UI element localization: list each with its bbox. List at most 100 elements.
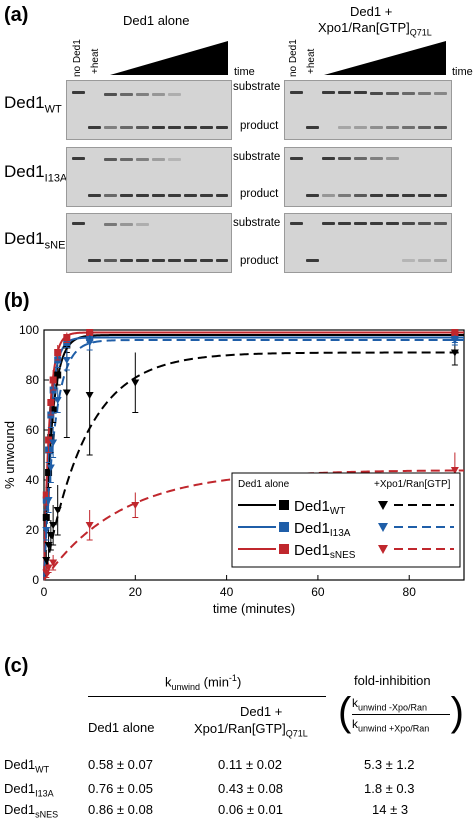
- product-label-wt: product: [240, 120, 279, 132]
- point-wt_alone: [54, 371, 62, 379]
- fraction-denominator: kunwind +Xpo/Ran: [352, 717, 430, 734]
- paren-left: (: [338, 690, 352, 734]
- point-snes_alone: [451, 329, 459, 336]
- fit-curve-snes_xpo: [43, 469, 465, 581]
- legend-square: [279, 522, 289, 532]
- lane-label-no-ded1-left: no Ded1: [72, 39, 83, 77]
- table-cell-i13a-alone: 0.76 ± 0.05: [88, 781, 153, 796]
- point-wt_xpo: [450, 349, 459, 357]
- table-header-rule: [88, 696, 326, 697]
- point-snes_alone: [86, 329, 94, 336]
- time-wedge-right: [324, 41, 446, 75]
- point-i13a_xpo: [62, 357, 71, 364]
- table-row-label-snes: Ded1sNES: [4, 802, 59, 820]
- legend-label: Ded1WT: [294, 498, 345, 517]
- point-i13a_xpo: [44, 497, 53, 504]
- legend-square: [279, 500, 289, 510]
- point-snes_alone: [42, 491, 50, 499]
- y-tick-label: 20: [26, 523, 40, 537]
- table-row-label-wt: Ded1WT: [4, 757, 50, 775]
- x-tick-label: 80: [403, 585, 417, 599]
- point-snes_xpo: [450, 467, 459, 474]
- paren-right: ): [450, 690, 464, 734]
- point-wt_alone: [49, 406, 57, 414]
- product-label-i13a: product: [240, 188, 279, 200]
- gel-snes-alone: [66, 213, 232, 273]
- time-label-right: time: [452, 66, 473, 78]
- table-cell-wt-alone: 0.58 ± 0.07: [88, 757, 153, 772]
- gel-snes-xpo: [284, 213, 452, 273]
- plot-frame: [43, 329, 465, 581]
- y-axis-label: % unwound: [2, 421, 17, 489]
- point-i13a_xpo: [46, 464, 55, 472]
- gel-row-label-wt: Ded1WT: [4, 93, 62, 116]
- panel-a-label: (a): [4, 4, 29, 26]
- point-snes_xpo: [49, 559, 58, 567]
- lane-label-heat-left: +heat: [90, 48, 101, 74]
- point-wt_xpo: [85, 392, 94, 399]
- point-wt_xpo: [131, 379, 140, 387]
- x-tick-label: 0: [41, 585, 48, 599]
- legend-square: [279, 544, 289, 554]
- point-wt_xpo: [49, 522, 58, 529]
- table-header-k: kunwind (min-1): [165, 673, 242, 692]
- gel-wt-alone: [66, 80, 232, 140]
- lane-label-heat-right: +heat: [306, 48, 317, 74]
- legend-triangle: [378, 545, 388, 554]
- unwinding-chart: 0 20 40 60 80 0 20 40 60 80 100 time (minutes) % unw…: [2, 323, 465, 616]
- table-row-label-i13a: Ded1I13A: [4, 781, 54, 799]
- table-col-alone: Ded1 alone: [88, 720, 155, 735]
- gel-left-title: Ded1 alone: [123, 13, 190, 28]
- table-cell-i13a-fold: 1.8 ± 0.3: [364, 781, 415, 796]
- table-cell-snes-fold: 14 ± 3: [372, 802, 409, 817]
- point-i13a_xpo: [49, 439, 58, 447]
- legend-header-left: Ded1 alone: [238, 479, 290, 490]
- point-snes_alone: [49, 376, 57, 384]
- time-label-left: time: [234, 66, 255, 78]
- substrate-label-wt: substrate: [233, 81, 281, 93]
- substrate-label-snes: substrate: [233, 217, 281, 229]
- legend-label: Ded1sNES: [294, 542, 356, 561]
- panel-b-label: (b): [4, 290, 30, 312]
- legend-header-right: +Xpo1/Ran[GTP]: [374, 479, 451, 490]
- gel-wt-xpo: [284, 80, 452, 140]
- gel-right-title-line1: Ded1 +: [350, 4, 393, 19]
- panel-c-label: (c): [4, 655, 29, 677]
- table-cell-snes-xpo: 0.06 ± 0.01: [218, 802, 283, 817]
- table-col-xpo-line2: Xpo1/Ran[GTP]Q71L: [194, 721, 308, 739]
- legend-triangle: [378, 501, 388, 510]
- point-snes_xpo: [44, 564, 53, 572]
- table-header-fold: fold-inhibition: [354, 673, 431, 688]
- y-tick-label: 100: [19, 323, 39, 337]
- y-tick-label: 80: [26, 373, 40, 387]
- point-i13a_xpo: [85, 339, 94, 347]
- point-wt_xpo: [62, 389, 71, 397]
- table-col-xpo-line1: Ded1 +: [240, 704, 283, 719]
- x-tick-label: 40: [220, 585, 234, 599]
- point-snes_xpo: [85, 522, 94, 529]
- fold-fraction: ( ) kunwind -Xpo/Ran kunwind +Xpo/Ran: [338, 690, 464, 738]
- point-snes_alone: [45, 436, 53, 444]
- table-cell-snes-alone: 0.86 ± 0.08: [88, 802, 153, 817]
- product-label-snes: product: [240, 255, 279, 267]
- x-axis-label: time (minutes): [213, 601, 295, 616]
- gel-row-label-snes: Ded1sNES: [4, 229, 73, 252]
- table-cell-wt-fold: 5.3 ± 1.2: [364, 757, 415, 772]
- fraction-numerator: kunwind -Xpo/Ran: [352, 696, 428, 713]
- point-snes_alone: [54, 349, 62, 356]
- x-tick-label: 20: [129, 585, 143, 599]
- point-wt_xpo: [53, 507, 62, 514]
- point-i13a_xpo: [450, 337, 459, 344]
- gel-i13a-xpo: [284, 147, 452, 207]
- point-i13a_xpo: [42, 527, 51, 534]
- point-i13a_xpo: [53, 397, 62, 404]
- fraction-bar: [352, 714, 450, 715]
- time-wedge-left: [110, 41, 228, 75]
- fit-curve-wt_xpo: [43, 351, 464, 581]
- gel-row-label-i13a: Ded1I13A: [4, 162, 68, 185]
- y-tick-label: 40: [26, 473, 40, 487]
- point-snes_alone: [63, 334, 71, 341]
- table-cell-wt-xpo: 0.11 ± 0.02: [218, 757, 282, 772]
- gel-i13a-alone: [66, 147, 232, 207]
- lane-label-no-ded1-right: no Ded1: [288, 39, 299, 77]
